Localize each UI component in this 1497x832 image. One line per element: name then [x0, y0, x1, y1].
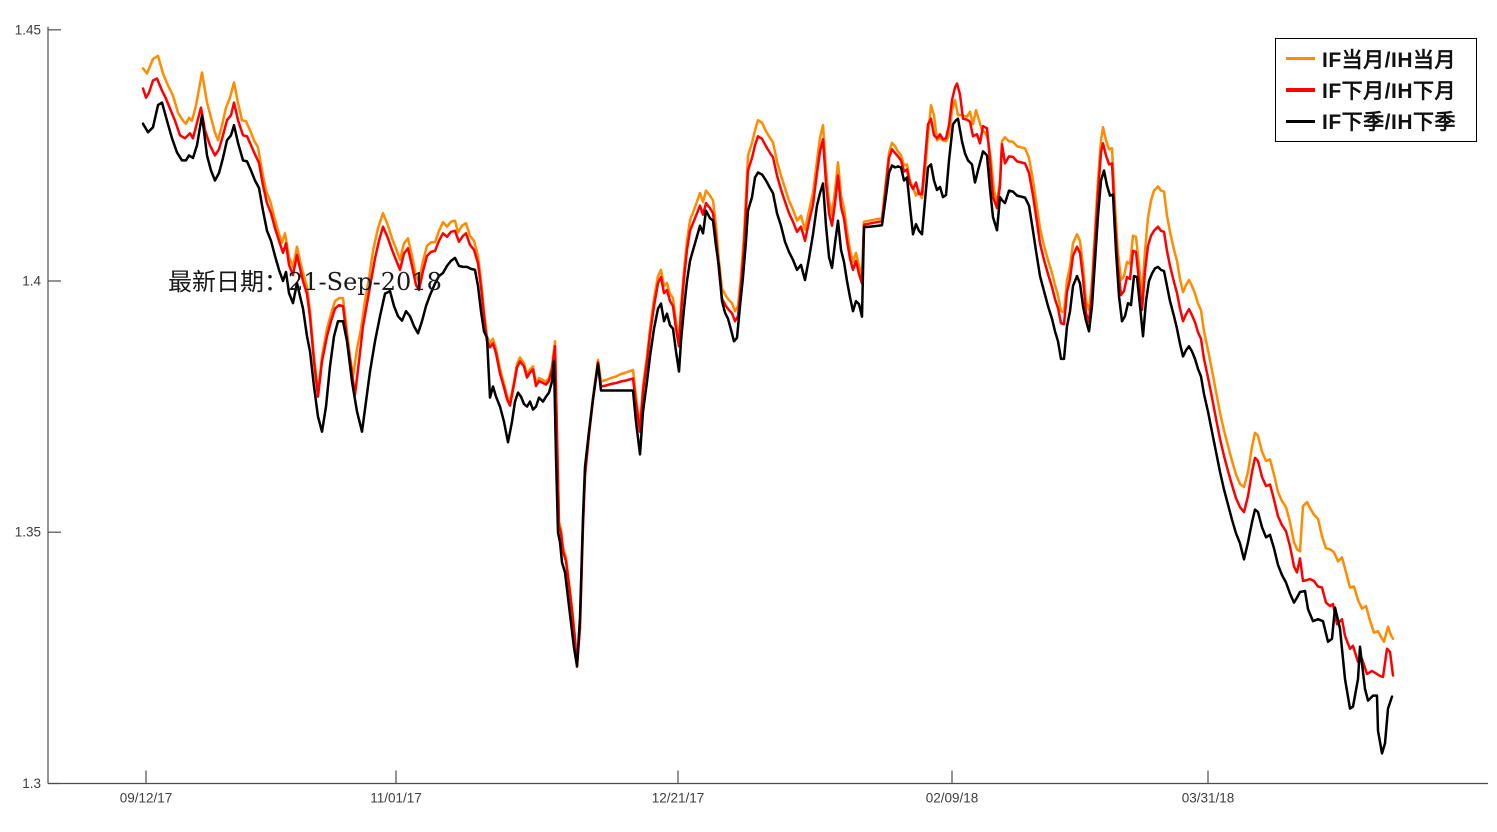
legend-item: IF当月/IH当月 [1286, 43, 1466, 74]
series-line-2-IF下季/IH下季 [141, 101, 1394, 755]
latest-date-annotation: 最新日期：21-Sep-2018 [168, 268, 442, 296]
legend-line-swatch [1286, 88, 1315, 92]
legend: IF当月/IH当月 IF下月/IH下月 IF下季/IH下季 [1275, 38, 1477, 142]
y-tick-label: 1.4 [22, 274, 41, 289]
series-line-0-IF当月/IH当月 [141, 54, 1395, 668]
x-tick-label: 11/01/17 [370, 791, 422, 806]
legend-item-label: IF当月/IH当月 [1322, 48, 1456, 72]
series-line-1-IF下月/IH下月 [141, 77, 1395, 679]
x-tick-label: 02/09/18 [926, 791, 979, 806]
x-tick-label: 03/31/18 [1182, 791, 1235, 806]
legend-item-label: IF下季/IH下季 [1322, 111, 1456, 135]
legend-item-label: IF下月/IH下月 [1322, 79, 1456, 103]
legend-line-swatch [1286, 119, 1315, 124]
legend-item: IF下季/IH下季 [1286, 106, 1466, 137]
x-tick-label: 09/12/17 [120, 791, 173, 806]
legend-item: IF下月/IH下月 [1286, 74, 1466, 105]
y-tick-label: 1.3 [22, 776, 41, 791]
y-tick-label: 1.35 [15, 525, 41, 540]
x-tick-label: 12/21/17 [652, 791, 705, 806]
legend-line-swatch [1286, 56, 1315, 61]
y-tick-label: 1.45 [15, 22, 41, 37]
series-lines [141, 54, 1395, 755]
axes: 1.3 1.35 1.4 1.45 09/12/17 11/01/17 12/21/17 02… [15, 22, 1488, 806]
